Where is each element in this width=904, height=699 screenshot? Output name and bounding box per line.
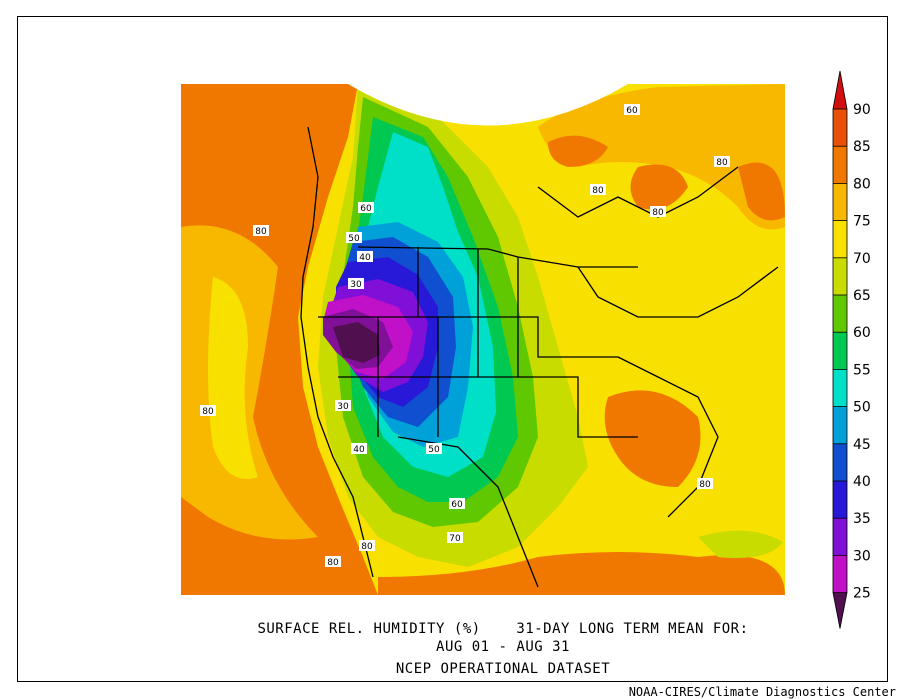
colorbar-tick-label: 25 [853, 586, 871, 602]
colorbar-tick-label: 80 [853, 176, 871, 192]
plot-frame: 60 80 80 80 80 60 50 40 30 30 40 50 60 7… [17, 16, 888, 682]
colorbar-tick-label: 85 [853, 139, 871, 155]
colorbar-segment [833, 257, 847, 295]
colorbar-segment [833, 146, 847, 184]
colorbar-segment [833, 518, 847, 556]
colorbar-tick-label: 35 [853, 511, 871, 527]
contour-label: 80 [652, 208, 664, 218]
credit-text: NOAA-CIRES/Climate Diagnostics Center [628, 685, 896, 699]
colorbar-segment [833, 183, 847, 221]
colorbar-tick-label: 75 [853, 214, 871, 230]
contour-labels: 60 80 80 80 80 60 50 40 30 30 40 50 60 7… [200, 104, 730, 568]
colorbar-segment [833, 443, 847, 481]
colorbar-segment [833, 406, 847, 444]
title-line-2: AUG 01 - AUG 31 [436, 639, 570, 655]
contour-label: 50 [348, 234, 360, 244]
contour-label: 80 [327, 558, 339, 568]
colorbar-tick-label: 30 [853, 548, 871, 564]
colorbar-segment [833, 332, 847, 370]
contour-label: 80 [255, 227, 267, 237]
colorbar-segment [833, 369, 847, 407]
colorbar-tick-label: 55 [853, 362, 871, 378]
contour-label: 80 [699, 480, 711, 490]
humidity-map: 60 80 80 80 80 60 50 40 30 30 40 50 60 7… [181, 70, 871, 629]
contour-label: 30 [350, 280, 362, 290]
colorbar-tick-label: 90 [853, 102, 871, 118]
contour-label: 50 [428, 445, 440, 455]
colorbar-tick-label: 70 [853, 251, 871, 267]
colorbar-segment [833, 295, 847, 333]
humidity-field [181, 84, 785, 595]
colorbar-segment [833, 555, 847, 593]
colorbar-top-arrow [833, 71, 847, 109]
colorbar-bottom-arrow [833, 592, 847, 629]
contour-label: 60 [626, 106, 638, 116]
colorbar-segment [833, 220, 847, 258]
contour-label: 60 [360, 204, 372, 214]
contour-label: 40 [353, 445, 365, 455]
colorbar-tick-label: 40 [853, 474, 871, 490]
contour-label: 80 [592, 186, 604, 196]
contour-label: 40 [359, 253, 371, 263]
contour-label: 70 [449, 534, 461, 544]
colorbar-segment [833, 109, 847, 147]
contour-label: 30 [337, 402, 349, 412]
colorbar-tick-label: 65 [853, 288, 871, 304]
title-line-1: SURFACE REL. HUMIDITY (%) 31-DAY LONG TE… [257, 621, 749, 637]
contour-label: 60 [451, 500, 463, 510]
contour-label: 80 [361, 542, 373, 552]
contour-label: 80 [716, 158, 728, 168]
colorbar: 90 85 80 75 70 65 60 55 50 45 40 35 30 25 [832, 70, 871, 629]
title-line-3: NCEP OPERATIONAL DATASET [395, 661, 611, 677]
colorbar-tick-label: 60 [853, 325, 871, 341]
colorbar-segment [833, 481, 847, 519]
colorbar-tick-label: 50 [853, 400, 871, 416]
contour-label: 80 [202, 407, 214, 417]
map-borders [300, 126, 779, 588]
colorbar-tick-label: 45 [853, 437, 871, 453]
